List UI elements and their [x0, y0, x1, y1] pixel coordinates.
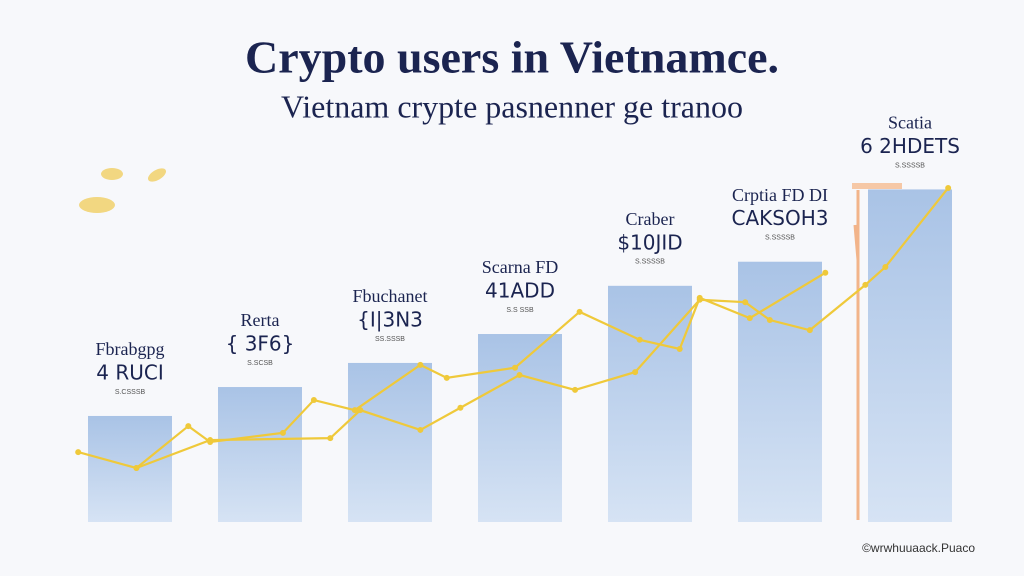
trend-point [351, 407, 358, 414]
trend-point [576, 308, 583, 315]
trend-line [77, 271, 826, 470]
trend-point [133, 465, 140, 472]
trend-point [676, 345, 683, 352]
bar [218, 387, 302, 522]
bar-note: S.SSSSB [765, 235, 795, 242]
trend-point [443, 374, 450, 381]
trend-point [417, 426, 424, 433]
trend-line [136, 187, 950, 470]
trend-point [862, 281, 869, 288]
trend-point [75, 449, 82, 456]
trend-point [417, 361, 424, 368]
trend-point [310, 397, 317, 404]
bar [738, 261, 822, 522]
category-label: Craber [626, 209, 675, 229]
bar [88, 415, 172, 522]
bar-note: S.S SSB [506, 307, 534, 314]
chart-title: Crypto users in Vietnamce. [245, 32, 779, 83]
bar-label: 6 2HDETS [860, 134, 960, 158]
trend-point [742, 299, 749, 306]
trend-point [357, 407, 364, 414]
coin-decoration [79, 168, 167, 213]
trend-point [766, 317, 773, 324]
category-label: Fbrabgpg [96, 339, 165, 359]
category-label: Scarna FD [482, 257, 558, 277]
trend-point [696, 296, 703, 303]
chart-subtitle: Vietnam crypte pasnenner ge tranoo [281, 88, 743, 124]
source: ©wrwhuuaack.Puaco [862, 541, 975, 555]
trend-point [512, 364, 518, 371]
trend-point [572, 386, 579, 393]
bar-note: S.SCSB [247, 360, 273, 367]
trend-point [632, 369, 639, 376]
trend-point [636, 336, 643, 343]
trend-point [516, 371, 523, 378]
bar-note: S.CSSSB [115, 389, 146, 396]
bar [868, 189, 952, 523]
bar-note: S.SSSSB [635, 259, 665, 266]
trend-point [806, 327, 813, 334]
trend-point [279, 429, 286, 436]
trend-point [207, 437, 214, 444]
bar-label: {I|3N3 [357, 307, 423, 331]
category-label: Crptia FD DI [732, 185, 828, 205]
trend-point [457, 404, 464, 411]
bar-label: 4 RUCI [96, 360, 163, 384]
bar-label: { 3F6} [226, 332, 295, 356]
arrow-decoration [852, 183, 902, 520]
trend-point [185, 423, 192, 430]
category-label: Fbuchanet [353, 286, 428, 306]
trend-point [882, 264, 889, 271]
trend-point [327, 435, 334, 442]
bar-note: S.SSSSB [895, 162, 925, 169]
bar-label: $10JID [617, 230, 682, 254]
bar-label: CAKSOH3 [732, 206, 829, 230]
trend-point [822, 269, 829, 276]
trend-point [746, 315, 753, 322]
category-label: Rerta [241, 310, 280, 330]
trend-point [945, 184, 952, 191]
bar [478, 334, 562, 522]
bar [348, 362, 432, 522]
category-label: Scatia [888, 113, 932, 133]
bar-label: 41ADD [485, 279, 555, 303]
bar-note: SS.SSSB [375, 336, 405, 343]
